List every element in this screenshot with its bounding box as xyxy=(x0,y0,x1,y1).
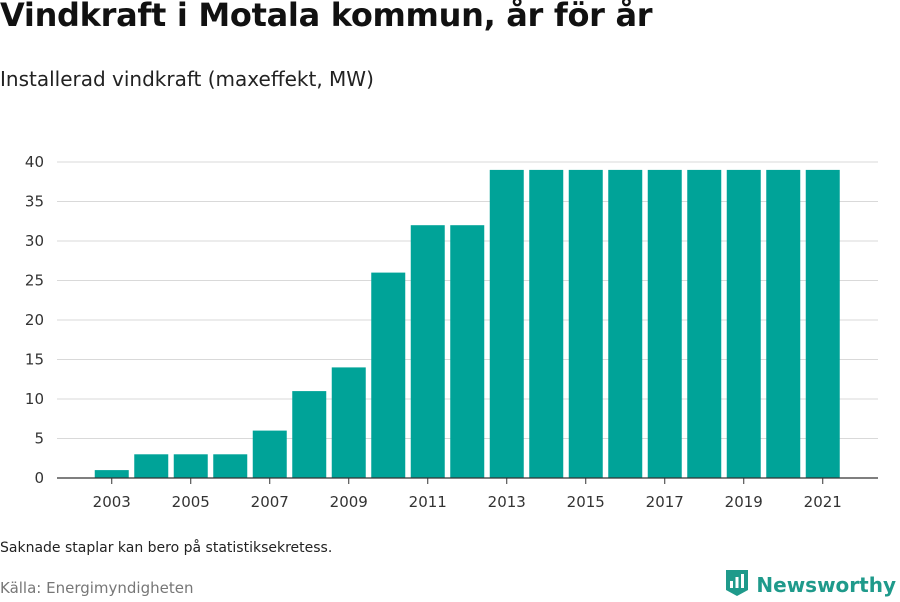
bar-2006[interactable] xyxy=(213,454,248,478)
x-tick-label: 2021 xyxy=(804,493,842,511)
x-tick-label: 2005 xyxy=(172,493,210,511)
x-tick-label: 2019 xyxy=(725,493,763,511)
bar-2012[interactable] xyxy=(450,225,485,478)
bar-2013[interactable] xyxy=(489,169,524,478)
y-tick-label: 5 xyxy=(34,430,44,448)
bar-2015[interactable] xyxy=(568,169,603,478)
y-tick-label: 25 xyxy=(25,272,44,290)
y-tick-label: 15 xyxy=(25,351,44,369)
bar-2021[interactable] xyxy=(805,169,840,478)
bar-2009[interactable] xyxy=(331,367,366,478)
bar-2016[interactable] xyxy=(608,169,643,478)
x-tick-label: 2009 xyxy=(330,493,368,511)
bar-2017[interactable] xyxy=(647,169,682,478)
x-tick-label: 2007 xyxy=(251,493,289,511)
brand-logo[interactable]: Newsworthy xyxy=(724,568,896,602)
bar-2019[interactable] xyxy=(726,169,761,478)
x-tick-label: 2017 xyxy=(646,493,684,511)
bar-2020[interactable] xyxy=(766,169,801,478)
bar-2007[interactable] xyxy=(252,430,287,478)
source-text: Källa: Energimyndigheten xyxy=(0,579,194,597)
bar-chart: 0 5 10 15 20 25 30 35 40 2003 2005 2007 2009 2011 2013… xyxy=(25,153,878,511)
y-tick-label: 20 xyxy=(25,311,44,329)
bar-2011[interactable] xyxy=(410,225,445,478)
brand-name: Newsworthy xyxy=(756,573,896,597)
bar-2014[interactable] xyxy=(529,169,564,478)
y-tick-label: 35 xyxy=(25,193,44,211)
y-tick-label: 10 xyxy=(25,390,44,408)
bar-2010[interactable] xyxy=(371,272,406,478)
y-tick-label: 30 xyxy=(25,232,44,250)
x-tick-label: 2011 xyxy=(409,493,447,511)
bar-2003[interactable] xyxy=(94,470,129,478)
chart-subtitle: Installerad vindkraft (maxeffekt, MW) xyxy=(0,67,374,91)
bars xyxy=(94,169,840,478)
axes: 0 5 10 15 20 25 30 35 40 2003 2005 2007 2009 2011 2013… xyxy=(25,153,878,511)
footnote: Saknade staplar kan bero på statistiksek… xyxy=(0,540,333,556)
bar-2008[interactable] xyxy=(292,391,327,478)
bar-2018[interactable] xyxy=(687,169,722,478)
x-tick-label: 2013 xyxy=(488,493,526,511)
x-tick-label: 2003 xyxy=(93,493,131,511)
bar-chart-badge-icon xyxy=(724,568,750,602)
bar-2004[interactable] xyxy=(134,454,169,478)
x-tick-label: 2015 xyxy=(567,493,605,511)
chart-title: Vindkraft i Motala kommun, år för år xyxy=(0,0,653,34)
bar-2005[interactable] xyxy=(173,454,208,478)
y-tick-label: 0 xyxy=(34,469,44,487)
y-tick-label: 40 xyxy=(25,153,44,171)
